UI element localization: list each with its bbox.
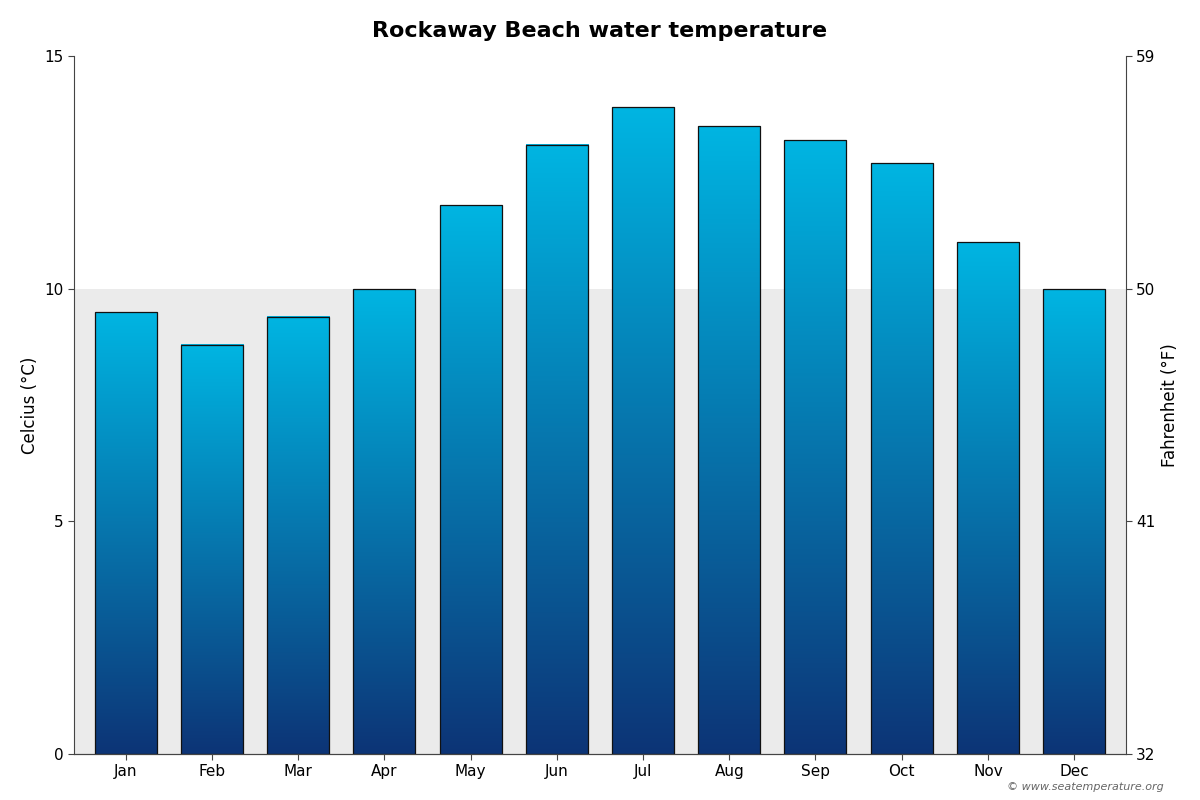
Bar — [95, 312, 157, 754]
Bar — [74, 56, 1126, 289]
Title: Rockaway Beach water temperature: Rockaway Beach water temperature — [372, 21, 828, 41]
Bar — [268, 317, 329, 754]
Text: © www.seatemperature.org: © www.seatemperature.org — [1007, 782, 1164, 792]
Bar — [181, 345, 244, 754]
Bar — [439, 205, 502, 754]
Bar — [871, 163, 932, 754]
Bar — [353, 289, 415, 754]
Bar — [1043, 289, 1105, 754]
Bar — [698, 126, 761, 754]
Bar — [74, 289, 1126, 754]
Y-axis label: Celcius (°C): Celcius (°C) — [20, 356, 38, 454]
Bar — [612, 107, 674, 754]
Bar — [785, 140, 846, 754]
Bar — [956, 242, 1019, 754]
Y-axis label: Fahrenheit (°F): Fahrenheit (°F) — [1162, 343, 1180, 467]
Bar — [526, 145, 588, 754]
